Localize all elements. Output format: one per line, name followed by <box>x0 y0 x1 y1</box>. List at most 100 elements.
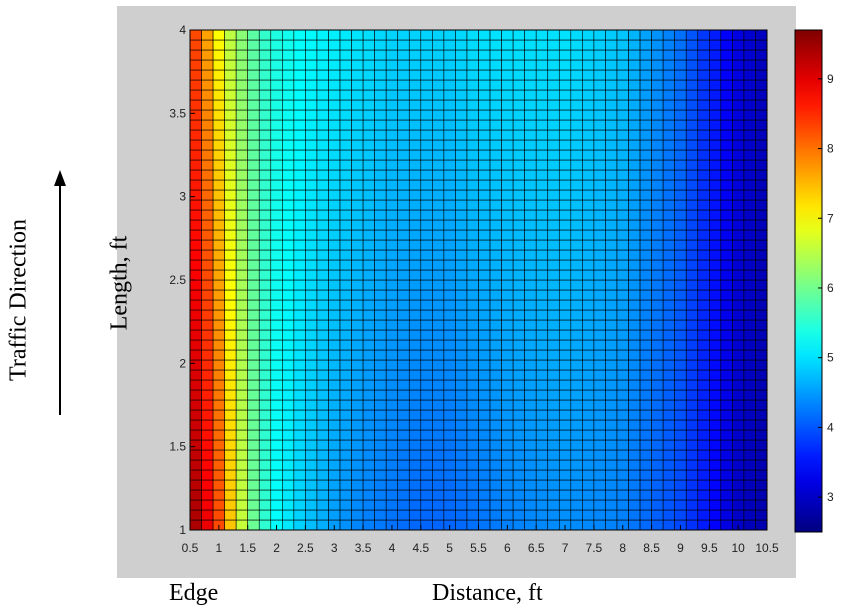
heatmap-cell <box>235 369 249 381</box>
heatmap-cell <box>582 399 595 411</box>
heatmap-cell <box>512 319 525 331</box>
heatmap-cell <box>743 509 756 521</box>
heatmap-cell <box>455 489 468 501</box>
heatmap-cell <box>247 129 260 141</box>
heatmap-cell <box>582 159 595 171</box>
heatmap-cell <box>489 359 502 371</box>
heatmap-cell <box>743 419 756 431</box>
heatmap-cell <box>639 159 652 171</box>
heatmap-cell <box>189 279 202 291</box>
heatmap-cell <box>685 39 699 51</box>
heatmap-cell <box>697 489 710 501</box>
heatmap-cell <box>351 499 364 511</box>
heatmap-cell <box>455 149 468 161</box>
heatmap-cell <box>651 239 664 251</box>
heatmap-cell <box>524 169 537 181</box>
heatmap-cell <box>535 269 549 281</box>
heatmap-cell <box>455 229 468 241</box>
heatmap-cell <box>270 89 283 101</box>
heatmap-cell <box>328 479 341 491</box>
heatmap-cell <box>616 209 629 221</box>
heatmap-cell <box>224 29 237 41</box>
heatmap-cell <box>212 279 225 291</box>
heatmap-cell <box>466 189 479 201</box>
heatmap-cell <box>432 369 445 381</box>
heatmap-cell <box>397 209 410 221</box>
heatmap-cell <box>189 49 202 61</box>
heatmap-cell <box>478 209 491 221</box>
heatmap-cell <box>605 369 618 381</box>
heatmap-cell <box>743 479 756 491</box>
heatmap-cell <box>397 419 410 431</box>
heatmap-cell <box>224 459 237 471</box>
heatmap-cell <box>316 339 329 351</box>
heatmap-cell <box>212 159 225 171</box>
heatmap-cell <box>212 289 225 301</box>
heatmap-cell <box>235 469 249 481</box>
heatmap-cell <box>408 519 422 531</box>
heatmap-cell <box>258 439 272 451</box>
heatmap-cell <box>662 299 675 311</box>
heatmap-cell <box>512 379 525 391</box>
heatmap-cell <box>443 139 456 151</box>
heatmap-cell <box>408 89 422 101</box>
heatmap-cell <box>628 429 641 441</box>
heatmap-cell <box>305 329 318 341</box>
heatmap-cell <box>247 349 260 361</box>
heatmap-cell <box>547 139 560 151</box>
heatmap-cell <box>685 119 699 131</box>
heatmap-cell <box>224 209 237 221</box>
heatmap-cell <box>466 49 479 61</box>
heatmap-cell <box>755 379 768 391</box>
heatmap-cell <box>420 309 433 321</box>
heatmap-cell <box>235 329 249 341</box>
heatmap-cell <box>547 409 560 421</box>
heatmap-cell <box>743 69 756 81</box>
heatmap-cell <box>685 129 699 141</box>
heatmap-cell <box>282 289 295 301</box>
heatmap-cell <box>558 129 572 141</box>
heatmap-cell <box>247 319 260 331</box>
heatmap-cell <box>339 359 352 371</box>
heatmap-cell <box>189 119 202 131</box>
heatmap-cell <box>374 89 387 101</box>
heatmap-cell <box>235 279 249 291</box>
heatmap-cell <box>547 519 560 531</box>
heatmap-cell <box>235 389 249 401</box>
heatmap-cell <box>305 439 318 451</box>
heatmap-cell <box>708 479 722 491</box>
heatmap-cell <box>339 139 352 151</box>
heatmap-cell <box>512 299 525 311</box>
heatmap-cell <box>247 109 260 121</box>
heatmap-cell <box>720 119 733 131</box>
heatmap-cell <box>489 189 502 201</box>
heatmap-cell <box>547 99 560 111</box>
heatmap-cell <box>593 179 606 191</box>
heatmap-cell <box>420 459 433 471</box>
heatmap-cell <box>593 149 606 161</box>
heatmap-cell <box>212 169 225 181</box>
heatmap-cell <box>247 29 260 41</box>
heatmap-cell <box>662 169 675 181</box>
heatmap-cell <box>432 159 445 171</box>
heatmap-cell <box>212 409 225 421</box>
heatmap-cell <box>420 409 433 421</box>
heatmap-cell <box>743 169 756 181</box>
heatmap-cell <box>212 239 225 251</box>
heatmap-cell <box>408 479 422 491</box>
heatmap-cell <box>328 49 341 61</box>
heatmap-cell <box>685 59 699 71</box>
heatmap-cell <box>408 119 422 131</box>
heatmap-cell <box>662 39 675 51</box>
heatmap-cell <box>212 249 225 261</box>
heatmap-cell <box>743 389 756 401</box>
heatmap-cell <box>293 479 306 491</box>
heatmap-cell <box>212 349 225 361</box>
heatmap-cell <box>189 159 202 171</box>
heatmap-cell <box>224 449 237 461</box>
heatmap-cell <box>316 29 329 41</box>
heatmap-cell <box>212 79 225 91</box>
heatmap-cell <box>432 139 445 151</box>
heatmap-cell <box>351 329 364 341</box>
heatmap-cell <box>732 209 745 221</box>
